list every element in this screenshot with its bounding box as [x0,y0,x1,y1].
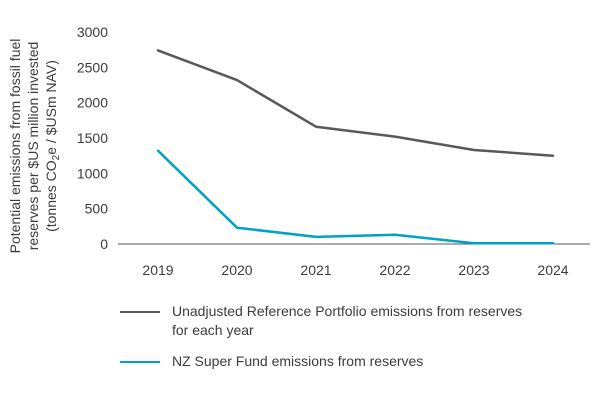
y-tick-label: 0 [100,236,108,252]
legend-item-reference-portfolio: Unadjusted Reference Portfolio emissions… [120,302,590,340]
x-tick-label: 2023 [458,262,489,278]
series-line-reference-portfolio [156,49,555,157]
y-tick-label: 1000 [77,165,108,181]
y-axis-title-line-2: reserves per $US million invested [25,42,41,251]
y-axis-title-subscript: 2 [51,154,62,160]
y-axis-title-part-b: e / $USm NAV) [43,60,59,155]
legend-label-reference-portfolio: Unadjusted Reference Portfolio emissions… [172,303,523,338]
y-tick-label: 1500 [77,130,108,146]
y-axis-title-line-3: (tonnes CO2e / $USm NAV) [43,60,62,232]
legend: Unadjusted Reference Portfolio emissions… [120,302,590,383]
y-tick-label: 2500 [77,59,108,75]
legend-swatch-nz-super-fund [120,361,160,363]
legend-item-nz-super-fund: NZ Super Fund emissions from reserves [120,352,590,371]
y-tick-label: 2000 [77,95,108,111]
y-axis-title-part-a: (tonnes CO [43,160,59,232]
x-axis: 2019 2020 2021 2022 2023 2024 [142,262,568,278]
x-tick-label: 2020 [221,262,252,278]
x-tick-label: 2021 [300,262,331,278]
x-tick-label: 2019 [142,262,173,278]
legend-label-nz-super-fund: NZ Super Fund emissions from reserves [172,353,424,369]
y-axis-title-line-1: Potential emissions from fossil fuel [7,39,23,254]
x-tick-label: 2022 [379,262,410,278]
x-tick-label: 2024 [537,262,568,278]
y-tick-label: 500 [85,201,109,217]
legend-swatch-reference-portfolio [120,311,160,313]
series-line-nz-super-fund [156,149,555,245]
y-axis: 0 500 1000 1500 2000 2500 3000 [77,24,108,252]
y-tick-label: 3000 [77,24,108,40]
series-layer [156,49,555,245]
